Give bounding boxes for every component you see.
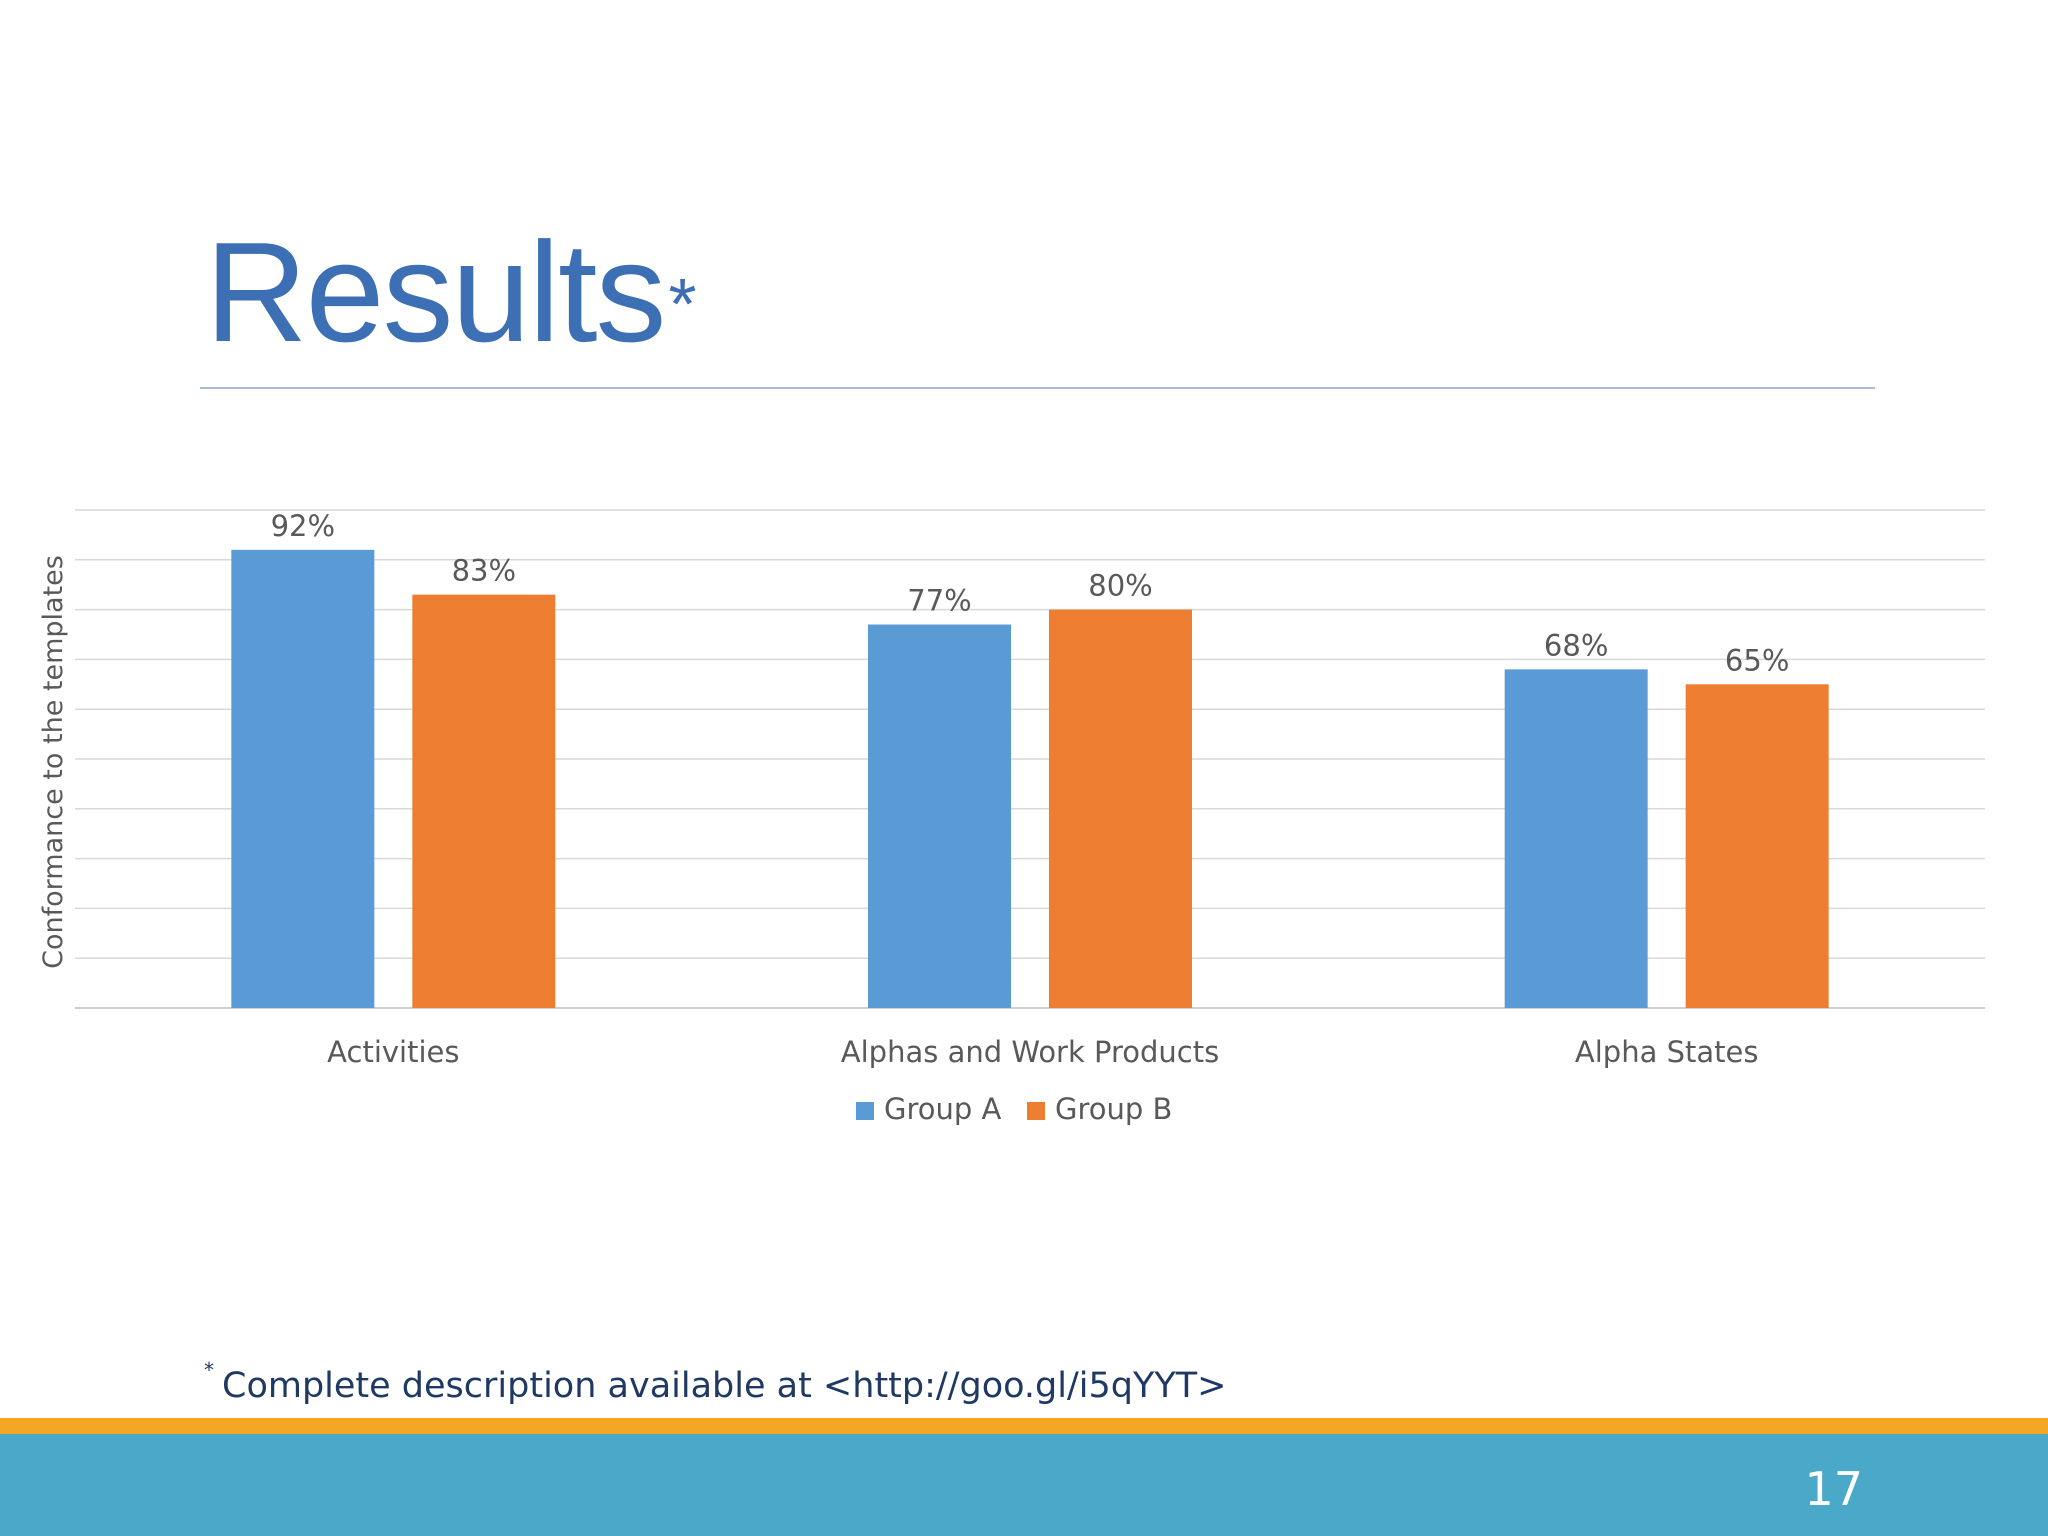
title-divider: [200, 387, 1875, 389]
bar-chart: 92% 83% 77% 80% 68% 65% Activities Alphas and …: [38, 509, 1985, 1126]
legend-swatch-group-a: [856, 1102, 874, 1120]
chart-legend: Group A Group B: [856, 1092, 1172, 1126]
y-axis-title: Conformance to the templates: [38, 555, 69, 969]
x-tick-label: Alpha States: [1575, 1035, 1759, 1069]
data-label: 65%: [1725, 643, 1789, 677]
footnote-marker: *: [204, 1358, 214, 1382]
legend-swatch-group-b: [1027, 1102, 1045, 1120]
legend-label-group-b: Group B: [1055, 1092, 1172, 1126]
slide-title-text: Results: [205, 213, 666, 372]
bar-group-b: [1685, 684, 1829, 1008]
footnote-text: Complete description available at <http:…: [222, 1366, 1227, 1406]
data-label: 92%: [271, 509, 335, 543]
x-tick-label: Activities: [327, 1035, 459, 1069]
data-label: 83%: [452, 554, 516, 588]
chart-data-labels: 92% 83% 77% 80% 68% 65%: [271, 509, 1790, 677]
chart-axis-labels: Activities Alphas and Work Products Alpha …: [38, 555, 1758, 1069]
x-tick-label: Alphas and Work Products: [841, 1035, 1219, 1069]
chart-gridlines: [75, 509, 1985, 1009]
bar-group-b: [412, 594, 556, 1008]
bar-group-b: [1049, 609, 1192, 1008]
chart-bars: [231, 549, 1829, 1008]
page-number: 17: [1804, 1462, 1863, 1516]
bar-group-a: [1504, 669, 1648, 1008]
data-label: 68%: [1544, 628, 1608, 662]
slide-title: Results*: [205, 222, 697, 364]
bar-group-a: [868, 624, 1011, 1008]
bar-group-a: [231, 549, 375, 1008]
footer-band: [0, 1434, 2048, 1536]
legend-label-group-a: Group A: [884, 1092, 1002, 1126]
data-label: 80%: [1088, 569, 1152, 603]
footer-accent-bar: [0, 1418, 2048, 1434]
title-asterisk: *: [668, 265, 697, 345]
footnote: * Complete description available at <http…: [204, 1358, 1226, 1406]
data-label: 77%: [907, 584, 971, 618]
